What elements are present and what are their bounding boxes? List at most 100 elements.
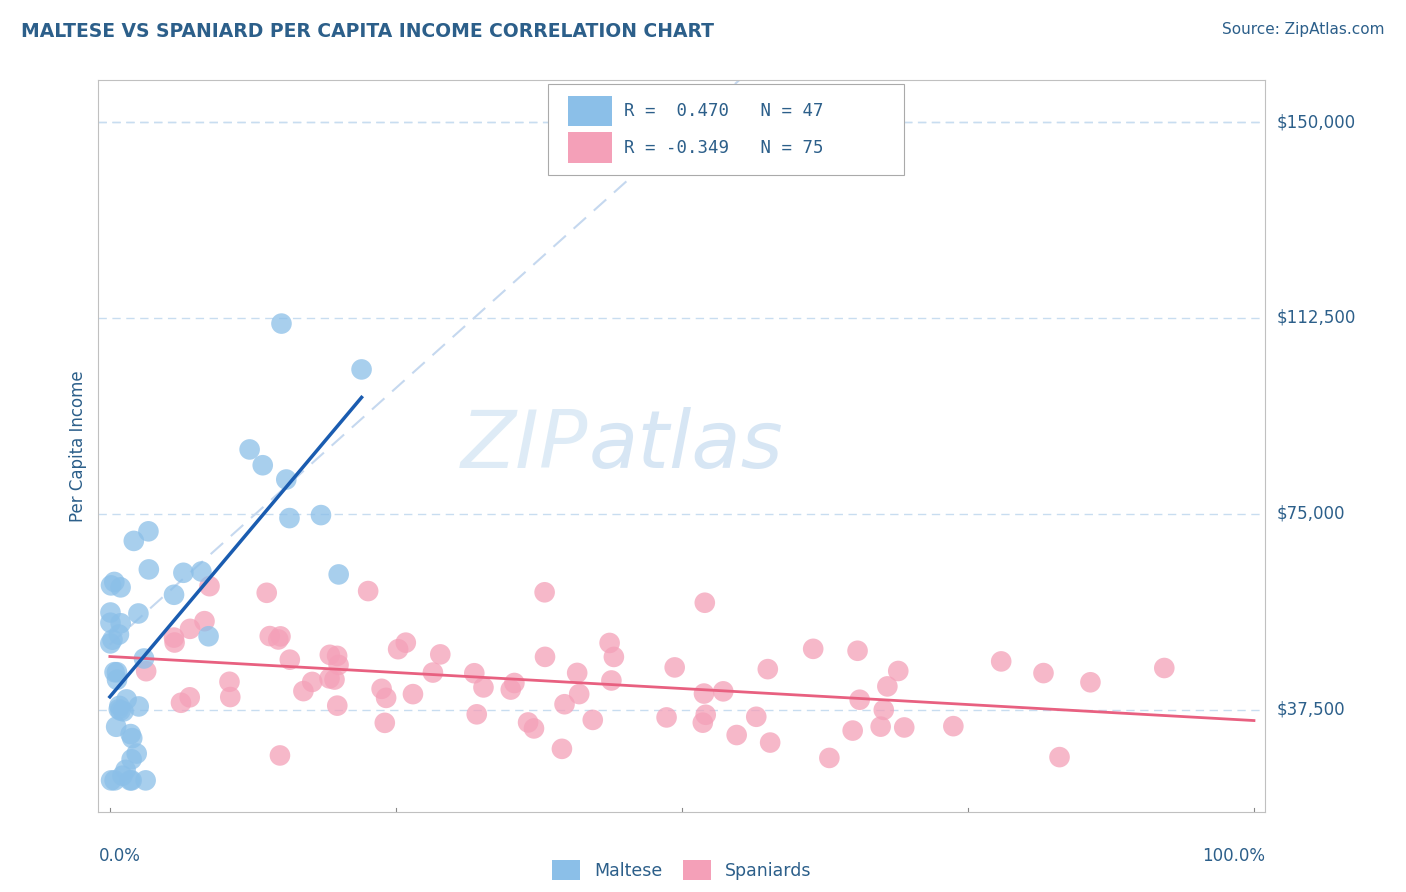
Point	[848, 692, 870, 706]
Point	[517, 715, 540, 730]
Point	[110, 616, 132, 631]
Point	[655, 710, 678, 724]
Point	[122, 533, 145, 548]
Point	[711, 684, 734, 698]
Point	[319, 648, 342, 662]
Text: atlas: atlas	[589, 407, 783, 485]
Point	[876, 679, 898, 693]
Point	[1032, 666, 1054, 681]
Point	[179, 622, 201, 636]
Point	[357, 584, 380, 599]
Point	[818, 751, 841, 765]
Point	[869, 720, 891, 734]
Point	[132, 651, 155, 665]
Point	[198, 579, 221, 593]
Text: R = -0.349   N = 75: R = -0.349 N = 75	[623, 138, 823, 157]
FancyBboxPatch shape	[568, 95, 612, 127]
Point	[100, 578, 122, 592]
Point	[114, 763, 136, 777]
Point	[105, 673, 128, 687]
Point	[873, 703, 896, 717]
Point	[1049, 750, 1071, 764]
Legend: Maltese, Spaniards: Maltese, Spaniards	[546, 854, 818, 888]
Point	[190, 565, 212, 579]
Point	[278, 653, 301, 667]
Point	[402, 687, 425, 701]
Point	[582, 713, 605, 727]
Point	[318, 672, 340, 686]
Point	[267, 632, 290, 647]
Point	[127, 607, 149, 621]
FancyBboxPatch shape	[548, 84, 904, 176]
Point	[269, 629, 291, 643]
Text: Source: ZipAtlas.com: Source: ZipAtlas.com	[1222, 22, 1385, 37]
Point	[218, 674, 240, 689]
Point	[259, 629, 281, 643]
Point	[463, 666, 485, 681]
Point	[1080, 675, 1102, 690]
Point	[309, 508, 332, 522]
Point	[429, 648, 451, 662]
Point	[374, 715, 396, 730]
Point	[120, 727, 142, 741]
Point	[692, 715, 714, 730]
FancyBboxPatch shape	[568, 132, 612, 163]
Point	[465, 707, 488, 722]
Point	[725, 728, 748, 742]
Point	[138, 524, 160, 539]
Point	[163, 631, 186, 645]
Point	[523, 722, 546, 736]
Text: ZIP: ZIP	[461, 407, 589, 485]
Point	[323, 673, 346, 687]
Point	[387, 642, 409, 657]
Point	[110, 580, 132, 594]
Point	[179, 690, 201, 705]
Point	[100, 606, 122, 620]
Point	[256, 586, 278, 600]
Point	[328, 657, 350, 672]
Point	[108, 627, 131, 641]
Point	[756, 662, 779, 676]
Point	[472, 681, 495, 695]
Point	[533, 585, 555, 599]
Point	[197, 629, 219, 643]
Point	[121, 752, 143, 766]
Point	[370, 681, 392, 696]
Point	[121, 773, 143, 788]
Point	[270, 317, 292, 331]
Point	[163, 588, 186, 602]
Text: R =  0.470   N = 47: R = 0.470 N = 47	[623, 102, 823, 120]
Point	[801, 641, 824, 656]
Text: 0.0%: 0.0%	[98, 847, 141, 865]
Point	[269, 748, 291, 763]
Point	[107, 702, 129, 716]
Point	[128, 699, 150, 714]
Point	[422, 665, 444, 680]
Point	[326, 698, 349, 713]
Point	[170, 696, 193, 710]
Text: $37,500: $37,500	[1277, 701, 1346, 719]
Point	[499, 682, 522, 697]
Point	[276, 473, 298, 487]
Text: 100.0%: 100.0%	[1202, 847, 1265, 865]
Point	[138, 562, 160, 576]
Point	[745, 710, 768, 724]
Point	[120, 773, 142, 788]
Point	[693, 596, 716, 610]
Point	[551, 742, 574, 756]
Text: $75,000: $75,000	[1277, 505, 1346, 523]
Point	[292, 684, 315, 698]
Point	[503, 676, 526, 690]
Point	[239, 442, 262, 457]
Point	[554, 697, 576, 711]
Point	[111, 769, 134, 783]
Y-axis label: Per Capita Income: Per Capita Income	[69, 370, 87, 522]
Point	[603, 649, 626, 664]
Point	[375, 690, 398, 705]
Point	[301, 674, 323, 689]
Point	[163, 635, 186, 649]
Point	[841, 723, 863, 738]
Point	[990, 654, 1012, 668]
Point	[219, 690, 242, 704]
Point	[534, 649, 557, 664]
